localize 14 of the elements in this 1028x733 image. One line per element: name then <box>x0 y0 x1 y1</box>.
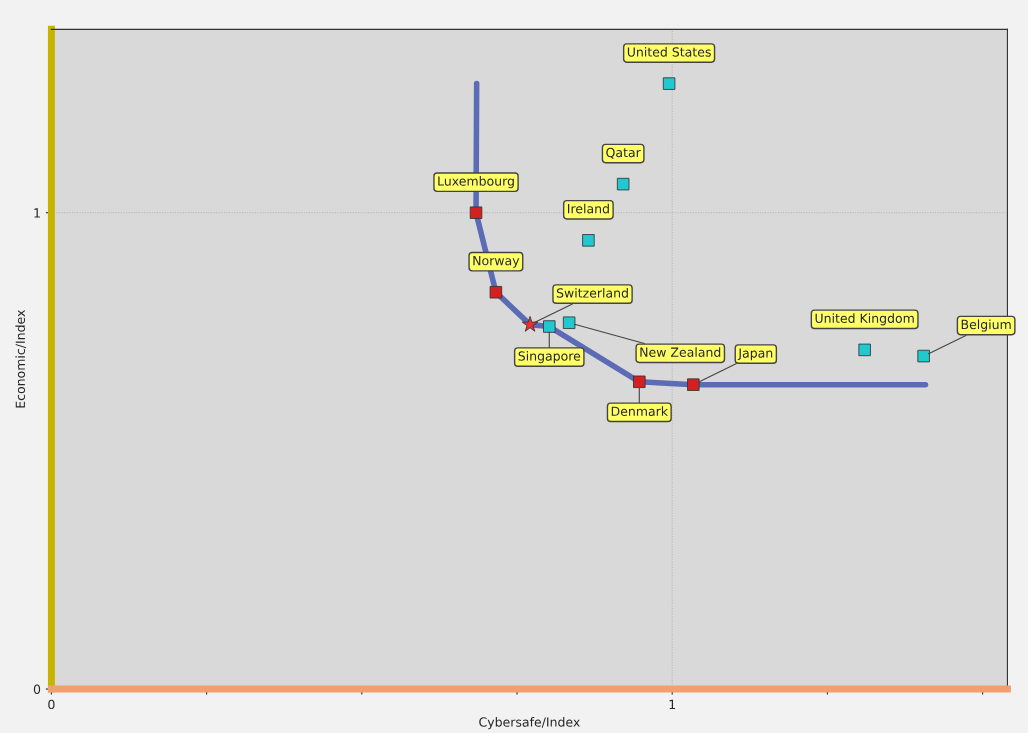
annotation: Denmark <box>611 406 668 416</box>
annotation: Switzerland <box>556 288 628 298</box>
annotation: United States <box>627 47 711 57</box>
annotation: New Zealand <box>640 347 721 357</box>
annotation: Belgium <box>961 319 1011 332</box>
annotation: Luxembourg <box>438 176 514 189</box>
annotation: Qatar <box>606 147 641 159</box>
y-axis-title: Economic/Index <box>15 310 27 408</box>
x-axis-title: Cybersafe/Index <box>479 717 580 730</box>
annotation: Japan <box>737 348 773 361</box>
annotation: Ireland <box>568 203 609 214</box>
annotation: Norway <box>473 256 520 268</box>
annotation: United Kingdom <box>815 313 914 326</box>
annotation: Singapore <box>518 351 581 364</box>
